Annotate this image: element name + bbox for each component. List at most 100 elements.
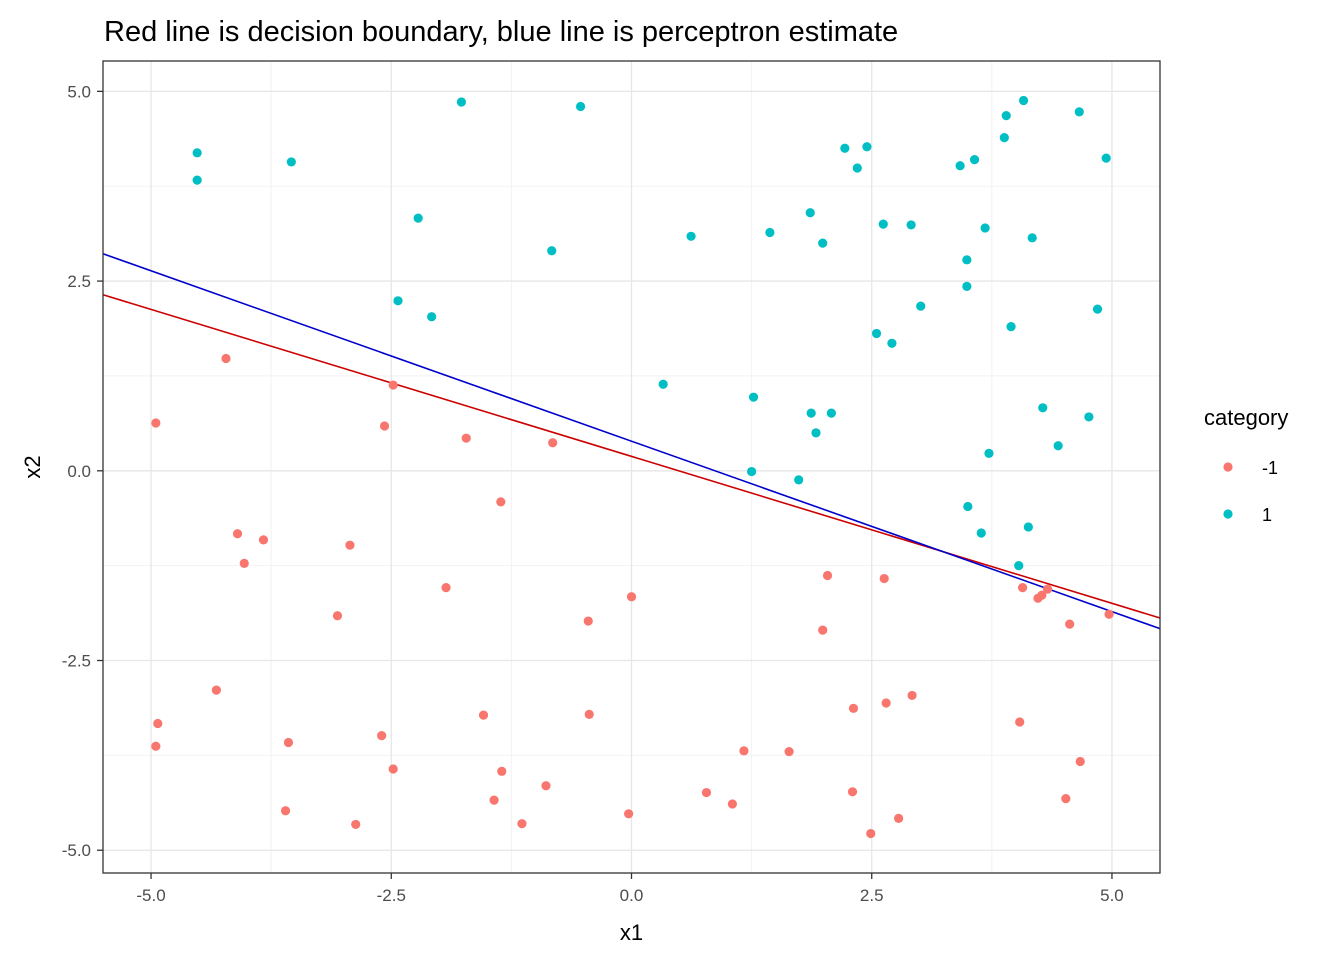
point-category-1 (1001, 111, 1011, 121)
y-tick-label: -5.0 (62, 841, 91, 860)
point-category-neg1 (727, 799, 737, 809)
point-category-1 (765, 227, 775, 238)
point-category-neg1 (232, 529, 243, 539)
point-category-neg1 (1065, 619, 1075, 629)
x-axis-title: x1 (620, 920, 643, 945)
point-category-1 (1006, 322, 1016, 332)
point-category-neg1 (151, 741, 161, 751)
point-category-1 (794, 475, 804, 485)
y-tick-label: 5.0 (67, 82, 91, 101)
legend-key (1223, 509, 1233, 519)
x-tick-label: -5.0 (136, 886, 165, 905)
point-category-1 (963, 501, 973, 512)
point-category-neg1 (881, 698, 891, 708)
point-category-neg1 (461, 433, 471, 443)
axis-ticks: -5.0 -2.5 0.0 2.5 5.0 -5.0 -2.5 0.0 2.5 5.0 (62, 82, 1124, 905)
point-category-1 (980, 223, 990, 233)
point-category-neg1 (1042, 584, 1053, 594)
point-category-neg1 (496, 497, 506, 507)
point-category-neg1 (626, 592, 637, 602)
point-category-neg1 (739, 746, 749, 756)
point-category-1 (1074, 107, 1084, 117)
boundary-lines (102, 253, 1161, 630)
point-category-neg1 (784, 746, 794, 757)
point-category-neg1 (866, 828, 876, 839)
point-category-1 (916, 301, 926, 311)
point-category-neg1 (848, 703, 859, 713)
point-category-neg1 (624, 809, 634, 819)
point-category-neg1 (548, 438, 558, 448)
point-category-neg1 (818, 625, 828, 635)
point-category-1 (413, 213, 423, 223)
legend-title: category (1204, 405, 1288, 430)
point-category-neg1 (1017, 583, 1028, 593)
point-category-1 (1084, 412, 1094, 422)
point-category-neg1 (701, 787, 712, 798)
point-category-1 (805, 208, 815, 218)
legend-label: -1 (1262, 458, 1278, 478)
point-category-1 (818, 238, 828, 248)
point-category-1 (840, 143, 850, 153)
point-category-1 (1038, 403, 1048, 413)
point-category-1 (456, 97, 467, 107)
point-category-1 (547, 246, 557, 256)
point-category-neg1 (345, 540, 355, 550)
point-category-1 (286, 157, 296, 167)
point-category-neg1 (847, 787, 858, 797)
x-tick-label: -2.5 (377, 886, 406, 905)
y-axis-title: x2 (20, 455, 45, 478)
point-category-1 (962, 281, 972, 291)
x-tick-label: 2.5 (860, 886, 884, 905)
y-tick-label: 0.0 (67, 462, 91, 481)
point-category-1 (1027, 233, 1037, 243)
point-category-1 (806, 408, 816, 418)
point-category-neg1 (239, 558, 249, 568)
point-category-1 (962, 255, 972, 265)
point-category-1 (748, 392, 759, 402)
y-tick-label: 2.5 (67, 272, 91, 291)
point-category-neg1 (377, 731, 387, 741)
point-category-neg1 (1104, 609, 1114, 619)
point-category-1 (192, 148, 202, 158)
point-category-neg1 (1015, 717, 1025, 727)
point-category-neg1 (153, 718, 163, 729)
point-category-neg1 (151, 418, 161, 428)
point-category-neg1 (280, 806, 291, 816)
point-category-neg1 (478, 710, 489, 720)
decision-boundary-line (102, 293, 1161, 619)
point-category-neg1 (584, 709, 594, 719)
point-category-1 (906, 220, 916, 230)
x-tick-label: 5.0 (1100, 886, 1124, 905)
chart-title: Red line is decision boundary, blue line… (104, 16, 898, 48)
point-category-1 (976, 528, 986, 538)
point-category-1 (1018, 95, 1029, 106)
point-category-neg1 (221, 353, 231, 364)
data-points (151, 95, 1114, 839)
point-category-1 (686, 231, 696, 241)
point-category-1 (1023, 522, 1033, 532)
point-category-neg1 (1075, 756, 1085, 767)
point-category-neg1 (388, 764, 398, 774)
point-category-neg1 (497, 766, 507, 776)
point-category-1 (887, 338, 897, 348)
point-category-neg1 (258, 535, 269, 545)
point-category-1 (878, 219, 888, 229)
point-category-neg1 (517, 819, 527, 829)
grid (103, 61, 1160, 873)
point-category-1 (811, 428, 821, 438)
point-category-neg1 (351, 819, 361, 830)
point-category-1 (192, 175, 202, 185)
legend: category -1 1 (1204, 405, 1288, 525)
point-category-1 (658, 379, 668, 389)
point-category-1 (955, 161, 965, 171)
point-category-neg1 (379, 421, 390, 431)
point-category-1 (826, 408, 836, 418)
point-category-neg1 (388, 380, 398, 390)
point-category-neg1 (441, 583, 451, 593)
point-category-1 (984, 448, 994, 458)
point-category-neg1 (211, 685, 221, 695)
point-category-1 (1053, 441, 1063, 451)
point-category-neg1 (1033, 593, 1043, 603)
point-category-neg1 (822, 570, 833, 581)
